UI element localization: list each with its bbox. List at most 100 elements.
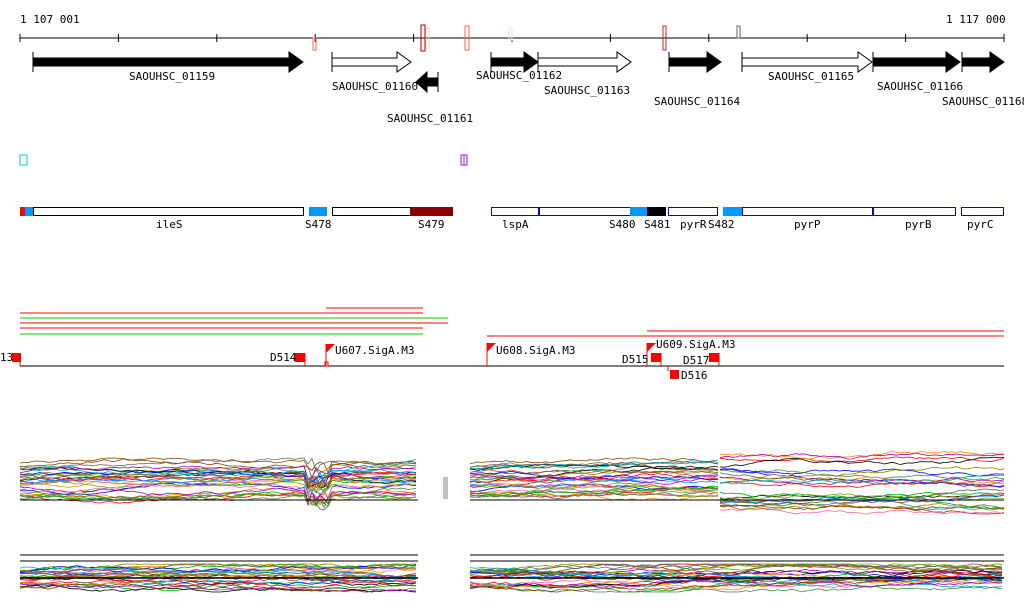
trace-line xyxy=(19,566,417,580)
feature-U608[interactable] xyxy=(487,343,496,352)
trace-line xyxy=(19,582,417,593)
segment-label: S482 xyxy=(708,218,735,231)
segment-ileS[interactable] xyxy=(33,207,304,216)
segment[interactable] xyxy=(25,207,33,216)
trace-line xyxy=(469,473,719,483)
gene-label[interactable]: SAOUHSC_01161 xyxy=(387,112,474,125)
trace-line xyxy=(469,488,719,497)
trace-line xyxy=(19,459,417,485)
segment-pyrC[interactable] xyxy=(961,207,1004,216)
trace-line xyxy=(469,461,719,471)
trace-line xyxy=(19,583,417,593)
gene-arrow-SAOUHSC_01164[interactable] xyxy=(668,51,722,73)
trace-line xyxy=(19,571,417,580)
gene-arrow-SAOUHSC_01168[interactable] xyxy=(961,51,1005,73)
feature-label: 13 xyxy=(0,351,14,364)
site-marker[interactable] xyxy=(312,37,317,51)
feature-D515[interactable] xyxy=(651,353,661,362)
feature-label: D517 xyxy=(683,354,710,367)
trace-line xyxy=(719,472,1005,486)
segment-label: pyrR xyxy=(680,218,707,231)
gene-arrow-SAOUHSC_01160[interactable] xyxy=(331,51,412,73)
segment[interactable] xyxy=(539,207,631,216)
segment-S478[interactable] xyxy=(309,207,327,216)
trace-line xyxy=(19,492,417,511)
trace-line xyxy=(19,563,416,578)
coverage-lines xyxy=(20,307,1004,337)
segment-S480[interactable] xyxy=(630,207,647,216)
gene-arrow-SAOUHSC_01161[interactable] xyxy=(415,70,439,94)
trace-line xyxy=(469,469,719,475)
site-marker[interactable] xyxy=(464,25,470,51)
gene-label[interactable]: SAOUHSC_01164 xyxy=(654,95,741,108)
segment-label: S479 xyxy=(418,218,445,231)
site-marker[interactable] xyxy=(420,24,426,52)
segment[interactable] xyxy=(20,207,25,216)
feature-U609[interactable] xyxy=(647,343,656,352)
feature-D516[interactable] xyxy=(670,370,679,379)
trace-line xyxy=(19,568,417,579)
site-marker[interactable] xyxy=(508,27,513,41)
segment-label: lspA xyxy=(502,218,529,231)
segment-pyrB[interactable] xyxy=(873,207,956,216)
expression-traces xyxy=(19,451,1005,593)
trace-line xyxy=(19,465,417,481)
trace-line xyxy=(19,563,416,573)
site-marker[interactable] xyxy=(425,27,430,49)
gene-label[interactable]: SAOUHSC_01165 xyxy=(768,70,855,83)
trace-line xyxy=(469,477,719,490)
trace-line xyxy=(719,494,1005,500)
gene-arrow-SAOUHSC_01163[interactable] xyxy=(537,51,632,73)
trace-line xyxy=(469,489,719,498)
trace-line xyxy=(719,493,1005,501)
trace-line xyxy=(719,504,1005,512)
gene-label[interactable]: SAOUHSC_01162 xyxy=(476,69,563,82)
trace-line xyxy=(719,468,1005,488)
gene-arrow-SAOUHSC_01165[interactable] xyxy=(741,51,873,73)
gene-label[interactable]: SAOUHSC_01163 xyxy=(544,84,631,97)
gene-label[interactable]: SAOUHSC_01160 xyxy=(332,80,419,93)
feature-label: D516 xyxy=(681,369,708,382)
site-marker[interactable] xyxy=(736,25,741,39)
trace-line xyxy=(719,456,1005,468)
marker-square[interactable] xyxy=(19,154,28,166)
gene-arrow-SAOUHSC_01166[interactable] xyxy=(872,51,961,73)
trace-line xyxy=(19,468,417,485)
segment-label: pyrB xyxy=(905,218,932,231)
trace-line xyxy=(469,485,719,497)
feature-D517[interactable] xyxy=(709,353,719,362)
feature-D514[interactable] xyxy=(295,353,305,362)
trace-line xyxy=(719,468,1005,477)
feature-U607[interactable] xyxy=(326,344,335,353)
trace-line xyxy=(469,585,1003,593)
segment[interactable] xyxy=(332,207,411,216)
gene-arrow-SAOUHSC_01162[interactable] xyxy=(490,51,539,73)
gene-label[interactable]: SAOUHSC_01166 xyxy=(877,80,964,93)
trace-line xyxy=(469,457,719,465)
segment-lspA[interactable] xyxy=(491,207,539,216)
segment-pyrR[interactable] xyxy=(668,207,718,216)
trace-line xyxy=(719,474,1005,485)
segment-S482[interactable] xyxy=(723,207,742,216)
segment-S479[interactable] xyxy=(410,207,453,216)
feature-13[interactable] xyxy=(12,353,21,362)
segment-pyrP[interactable] xyxy=(742,207,873,216)
gene-label[interactable]: SAOUHSC_01168 xyxy=(942,95,1024,108)
trace-line xyxy=(19,457,417,474)
trace-line xyxy=(19,476,417,490)
gene-arrow-SAOUHSC_01159[interactable] xyxy=(32,51,304,73)
trace-line xyxy=(19,461,417,480)
trace-line xyxy=(719,502,1005,511)
trace-line xyxy=(19,470,417,491)
segment-label: pyrC xyxy=(967,218,994,231)
gene-label[interactable]: SAOUHSC_01159 xyxy=(129,70,216,83)
trace-line xyxy=(469,463,719,471)
trace-line xyxy=(469,459,719,469)
segment-S481[interactable] xyxy=(647,207,666,216)
ruler-start-label: 1 107 001 xyxy=(20,13,80,26)
feature-label: U607.SigA.M3 xyxy=(335,344,415,357)
trace-line xyxy=(719,466,1005,484)
site-marker[interactable] xyxy=(662,25,667,51)
trace-line xyxy=(719,452,1005,460)
trace-line xyxy=(469,465,719,479)
